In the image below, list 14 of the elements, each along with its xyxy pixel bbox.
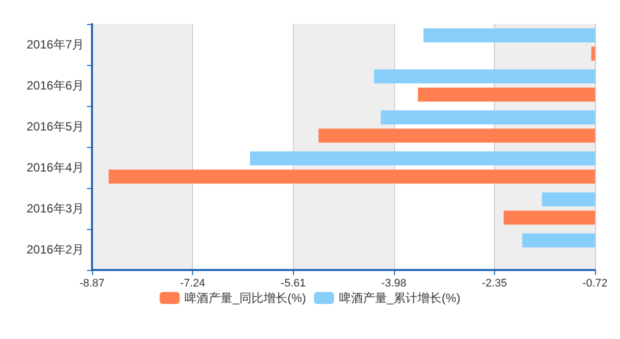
y-tick-label: 2016年3月 <box>26 202 84 216</box>
x-tick-label: -3.98 <box>381 278 406 290</box>
y-tick-label: 2016年7月 <box>26 38 84 52</box>
x-tick-label: -0.72 <box>582 278 608 290</box>
y-tick-label: 2016年5月 <box>26 120 84 134</box>
y-tick-label: 2016年2月 <box>26 242 84 256</box>
x-tick-label: -8.87 <box>79 278 105 290</box>
x-tick-label: -5.61 <box>280 278 306 290</box>
x-tick-label: -7.24 <box>180 278 206 290</box>
legend-label: 啤酒产量_同比增长(%) <box>184 291 306 305</box>
y-tick-label: 2016年6月 <box>26 78 84 92</box>
y-tick-label: 2016年4月 <box>26 160 84 174</box>
x-tick-label: -2.35 <box>482 278 507 290</box>
legend-label: 啤酒产量_累计增长(%) <box>339 291 460 305</box>
